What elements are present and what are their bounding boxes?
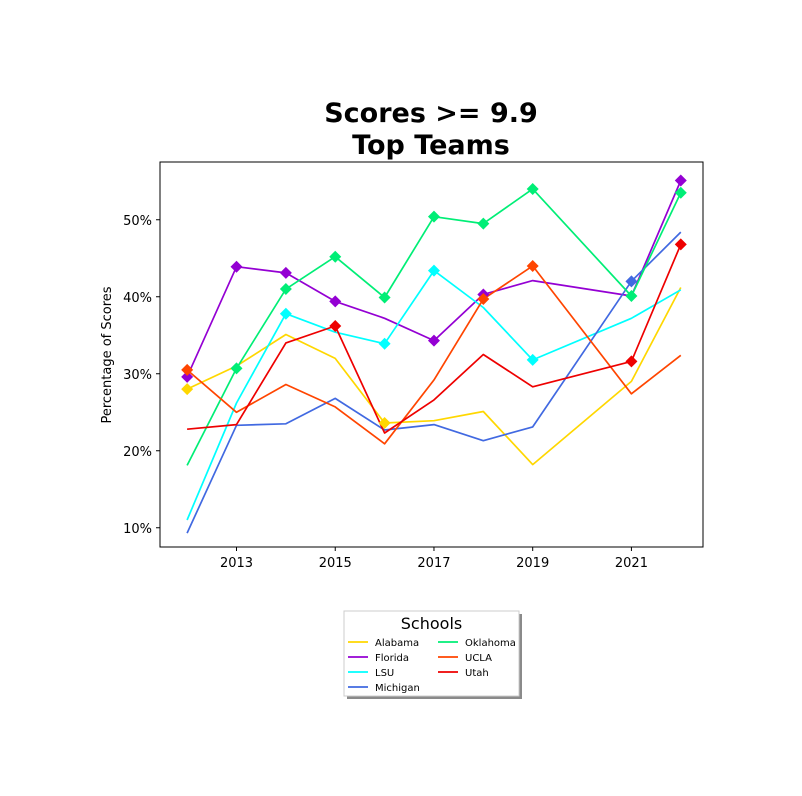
x-tick-label: 2019 bbox=[516, 556, 549, 571]
legend: Schools Alabama Florida LSU Michigan Oklahoma… bbox=[343, 610, 522, 699]
series-line-utah bbox=[187, 244, 682, 434]
data-point-florida bbox=[230, 260, 243, 273]
legend-title: Schools bbox=[401, 614, 462, 633]
legend-label-oklahoma: Oklahoma bbox=[465, 638, 516, 649]
y-axis-label: Percentage of Scores bbox=[100, 286, 115, 423]
data-point-oklahoma bbox=[230, 362, 243, 375]
y-tick-label: 10% bbox=[123, 522, 152, 537]
data-point-utah bbox=[625, 355, 638, 368]
data-point-florida bbox=[329, 295, 342, 308]
data-point-oklahoma bbox=[625, 289, 638, 302]
data-point-florida bbox=[674, 174, 687, 187]
data-point-lsu bbox=[378, 337, 391, 350]
series-line-lsu bbox=[186, 269, 682, 521]
x-tick-label: 2017 bbox=[417, 556, 450, 571]
plot-frame bbox=[159, 161, 704, 548]
y-tick-label: 50% bbox=[123, 214, 152, 229]
x-tick-label: 2021 bbox=[615, 556, 648, 571]
y-tick-label: 20% bbox=[123, 445, 152, 460]
x-tick-label: 2015 bbox=[319, 556, 352, 571]
data-point-oklahoma bbox=[674, 186, 687, 199]
series-line-alabama bbox=[186, 287, 682, 466]
data-point-oklahoma bbox=[279, 283, 292, 296]
data-point-oklahoma bbox=[427, 210, 440, 223]
data-point-alabama bbox=[181, 383, 194, 396]
legend-label-michigan: Michigan bbox=[375, 683, 420, 694]
data-point-utah bbox=[674, 238, 687, 251]
chart-title-line-2: Top Teams bbox=[352, 130, 510, 161]
legend-label-alabama: Alabama bbox=[375, 638, 419, 649]
legend-label-florida: Florida bbox=[375, 653, 409, 664]
data-point-utah bbox=[329, 320, 342, 333]
legend-label-lsu: LSU bbox=[375, 668, 394, 679]
data-point-florida bbox=[181, 370, 194, 383]
data-point-ucla bbox=[526, 259, 539, 272]
series-line-ucla bbox=[186, 265, 682, 445]
data-point-ucla bbox=[477, 293, 490, 306]
data-point-ucla bbox=[181, 363, 194, 376]
legend-label-ucla: UCLA bbox=[465, 653, 492, 664]
data-point-florida bbox=[279, 266, 292, 279]
data-point-alabama bbox=[378, 417, 391, 430]
data-point-oklahoma bbox=[378, 291, 391, 304]
legend-box bbox=[343, 610, 520, 697]
series-line-oklahoma bbox=[186, 188, 682, 466]
data-point-oklahoma bbox=[329, 250, 342, 263]
data-point-oklahoma bbox=[477, 217, 490, 230]
data-point-florida bbox=[427, 334, 440, 347]
y-tick-label: 40% bbox=[123, 291, 152, 306]
y-tick-label: 30% bbox=[123, 368, 152, 383]
plot-area: 2013 2015 2017 2019 2021 10% 20% 30% 40% 50% bbox=[123, 161, 704, 571]
legend-label-utah: Utah bbox=[465, 668, 489, 679]
data-point-michigan bbox=[625, 275, 638, 288]
data-point-oklahoma bbox=[526, 182, 539, 195]
series-line-michigan bbox=[186, 231, 682, 534]
x-tick-label: 2013 bbox=[220, 556, 253, 571]
data-point-lsu bbox=[526, 353, 539, 366]
series-line-florida bbox=[186, 180, 682, 378]
data-point-lsu bbox=[427, 264, 440, 277]
data-point-lsu bbox=[279, 307, 292, 320]
chart-title-line-1: Scores >= 9.9 bbox=[324, 98, 538, 129]
